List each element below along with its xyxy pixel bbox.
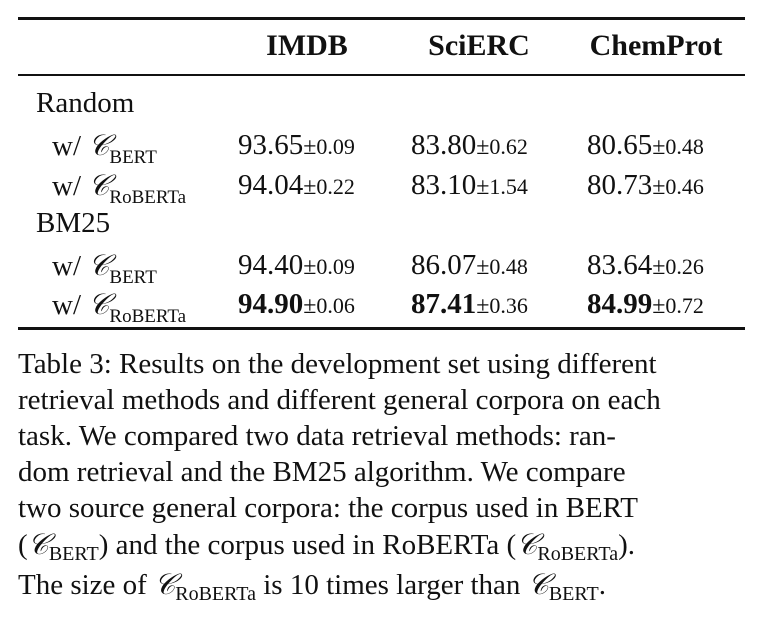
cell-pm: ± xyxy=(303,293,317,319)
caption-line: (𝒞BERT) and the corpus used in RoBERTa (… xyxy=(18,526,748,566)
cell-mean: 80.65 xyxy=(587,129,653,161)
cell-pm: ± xyxy=(476,293,490,319)
cell-sd: 0.62 xyxy=(489,134,528,159)
corpus-symbol: 𝒞 xyxy=(516,527,538,561)
table-top-rule xyxy=(18,17,745,20)
corpus-subscript: BERT xyxy=(548,583,599,605)
corpus-symbol: 𝒞 xyxy=(88,248,110,282)
table-cell: 94.90±0.06 xyxy=(238,285,355,325)
cell-pm: ± xyxy=(303,134,317,160)
row-prefix: w/ xyxy=(52,250,89,282)
corpus-subscript: BERT xyxy=(109,147,157,168)
cell-sd: 0.09 xyxy=(316,134,355,159)
table-bottom-rule xyxy=(18,327,745,330)
cell-pm: ± xyxy=(303,174,317,200)
corpus-subscript: RoBERTa xyxy=(109,187,187,208)
caption-line: dom retrieval and the BM25 algorithm. We… xyxy=(18,456,626,488)
caption-text: ) and the corpus used in RoBERTa ( xyxy=(98,529,517,561)
corpus-subscript: BERT xyxy=(109,267,157,288)
corpus-symbol: 𝒞 xyxy=(27,527,49,561)
corpus-subscript: RoBERTa xyxy=(537,543,619,565)
group-label-bm25: BM25 xyxy=(36,207,111,239)
row-prefix: w/ xyxy=(52,289,89,321)
table-cell: 87.41±0.36 xyxy=(411,285,528,325)
cell-mean: 94.04 xyxy=(238,169,304,201)
table-caption: Table 3: Results on the development set … xyxy=(18,346,748,606)
table-cell: 83.10±1.54 xyxy=(411,166,528,206)
table-cell: 83.80±0.62 xyxy=(411,126,528,166)
row-label: w/ 𝒞RoBERTa xyxy=(52,285,186,328)
cell-sd: 0.06 xyxy=(316,293,355,318)
corpus-symbol: 𝒞 xyxy=(88,128,110,162)
cell-mean: 93.65 xyxy=(238,129,304,161)
cell-mean: 80.73 xyxy=(587,169,653,201)
caption-text: ). xyxy=(618,529,636,561)
caption-text: ( xyxy=(18,529,28,561)
cell-mean: 86.07 xyxy=(411,249,477,281)
table-cell: 86.07±0.48 xyxy=(411,246,528,286)
cell-sd: 0.72 xyxy=(665,293,704,318)
row-prefix: w/ xyxy=(52,130,89,162)
table-cell: 80.65±0.48 xyxy=(587,126,704,166)
cell-mean: 94.90 xyxy=(238,288,304,320)
cell-mean: 94.40 xyxy=(238,249,304,281)
row-prefix: w/ xyxy=(52,170,89,202)
caption-line: two source general corpora: the corpus u… xyxy=(18,492,638,524)
cell-sd: 0.36 xyxy=(489,293,528,318)
row-label: w/ 𝒞BERT xyxy=(52,126,157,169)
column-header-scierc: SciERC xyxy=(428,29,530,62)
table-cell: 94.40±0.09 xyxy=(238,246,355,286)
caption-line: retrieval methods and different general … xyxy=(18,384,661,416)
cell-sd: 0.09 xyxy=(316,254,355,279)
cell-mean: 83.64 xyxy=(587,249,653,281)
cell-mean: 83.10 xyxy=(411,169,477,201)
corpus-symbol: 𝒞 xyxy=(88,168,110,202)
caption-text: The size of xyxy=(18,569,155,601)
row-label: w/ 𝒞RoBERTa xyxy=(52,166,186,209)
cell-sd: 0.48 xyxy=(489,254,528,279)
column-header-imdb: IMDB xyxy=(266,29,348,62)
cell-pm: ± xyxy=(476,254,490,280)
cell-pm: ± xyxy=(652,134,666,160)
cell-pm: ± xyxy=(476,134,490,160)
caption-line: task. We compared two data retrieval met… xyxy=(18,420,616,452)
row-label: w/ 𝒞BERT xyxy=(52,246,157,289)
cell-pm: ± xyxy=(303,254,317,280)
cell-sd: 1.54 xyxy=(489,174,528,199)
corpus-symbol: 𝒞 xyxy=(527,567,549,601)
corpus-symbol: 𝒞 xyxy=(154,567,176,601)
caption-line: Table 3: Results on the development set … xyxy=(18,348,657,380)
table-header-rule xyxy=(18,74,745,76)
cell-pm: ± xyxy=(652,174,666,200)
cell-sd: 0.22 xyxy=(316,174,355,199)
corpus-subscript: BERT xyxy=(48,543,99,565)
cell-sd: 0.26 xyxy=(665,254,704,279)
caption-line: The size of 𝒞RoBERTa is 10 times larger … xyxy=(18,566,748,606)
cell-mean: 84.99 xyxy=(587,288,653,320)
group-label-random: Random xyxy=(36,87,135,119)
cell-sd: 0.48 xyxy=(665,134,704,159)
cell-pm: ± xyxy=(652,254,666,280)
caption-text: . xyxy=(598,569,607,601)
cell-pm: ± xyxy=(652,293,666,319)
corpus-symbol: 𝒞 xyxy=(88,287,110,321)
table-cell: 83.64±0.26 xyxy=(587,246,704,286)
table-cell: 84.99±0.72 xyxy=(587,285,704,325)
corpus-subscript: RoBERTa xyxy=(109,306,187,327)
cell-sd: 0.46 xyxy=(665,174,704,199)
cell-mean: 83.80 xyxy=(411,129,477,161)
cell-pm: ± xyxy=(476,174,490,200)
table-cell: 93.65±0.09 xyxy=(238,126,355,166)
corpus-subscript: RoBERTa xyxy=(175,583,256,605)
cell-mean: 87.41 xyxy=(411,288,477,320)
table-cell: 80.73±0.46 xyxy=(587,166,704,206)
table-cell: 94.04±0.22 xyxy=(238,166,355,206)
caption-text: is 10 times larger than xyxy=(255,569,528,601)
column-header-chemprot: ChemProt xyxy=(589,29,723,62)
